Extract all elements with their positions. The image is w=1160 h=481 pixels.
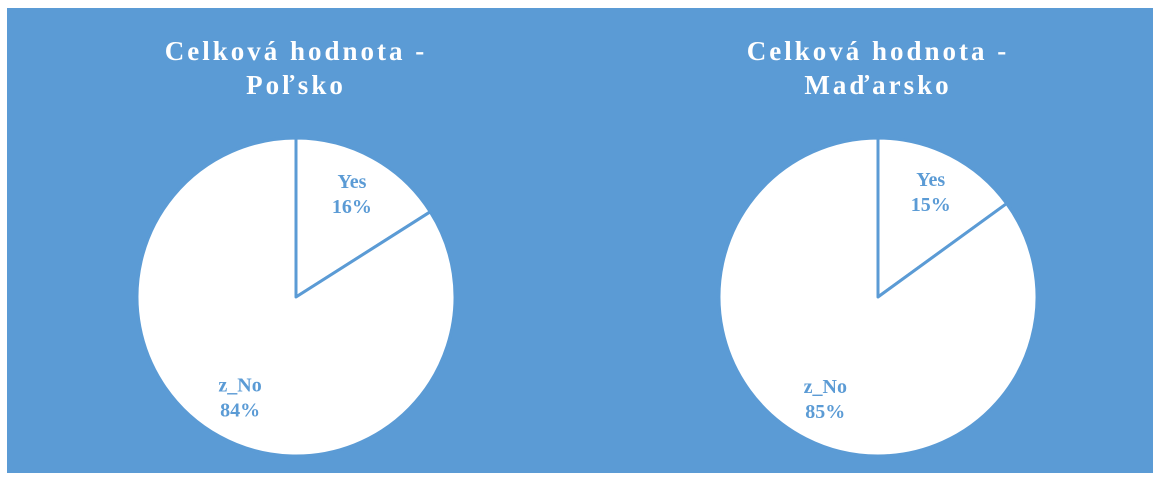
slice-value: 84% — [220, 399, 260, 421]
chart-title: Celková hodnota - Maďarsko — [746, 36, 1010, 100]
slice-value: 15% — [911, 194, 951, 216]
slice-value: 85% — [805, 401, 845, 423]
slice-label: z_No — [804, 376, 847, 398]
pie-slice — [717, 136, 1039, 458]
pie-slice — [294, 136, 432, 299]
pie-slice — [876, 136, 1009, 299]
slice-label: z_No — [218, 374, 261, 396]
chart-title: Celková hodnota - Poľsko — [164, 36, 428, 100]
slice-label: Yes — [337, 171, 366, 193]
slice-label: Yes — [916, 169, 945, 191]
pie-slice — [135, 136, 457, 458]
slice-value: 16% — [332, 196, 372, 218]
